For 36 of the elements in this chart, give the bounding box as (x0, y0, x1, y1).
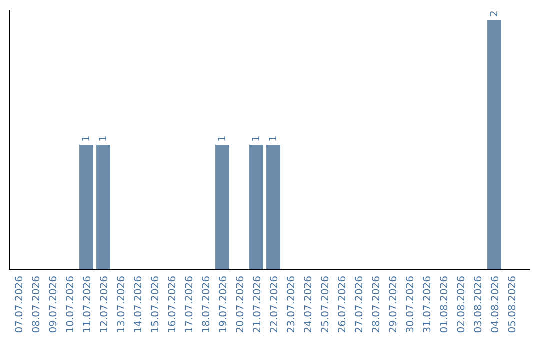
x-tick-label: 11.07.2026 (82, 276, 94, 334)
x-tick-label: 16.07.2026 (168, 276, 178, 334)
x-tick-label: 15.07.2026 (150, 276, 162, 334)
x-tick-label: 10.07.2026 (66, 276, 76, 334)
x-tick-label: 19.07.2026 (218, 276, 230, 334)
data-label: 1 (252, 136, 262, 142)
x-tick-label: 24.07.2026 (304, 276, 314, 334)
x-tick-label: 31.07.2026 (422, 276, 434, 334)
x-tick-label: 27.07.2026 (354, 276, 366, 334)
x-tick-label: 13.07.2026 (116, 276, 128, 334)
data-label: 1 (268, 136, 280, 142)
x-tick-label: 22.07.2026 (270, 276, 280, 334)
data-label: 2 (490, 10, 500, 17)
data-label: 1 (98, 136, 110, 142)
x-tick-label: 01.08.2026 (440, 276, 450, 334)
x-tick-label: 30.07.2026 (406, 276, 416, 334)
data-label: 1 (82, 136, 92, 142)
x-tick-label: 03.08.2026 (474, 276, 484, 334)
x-tick-label: 25.07.2026 (320, 276, 332, 334)
x-tick-label: 23.07.2026 (286, 276, 298, 334)
x-tick-label: 29.07.2026 (388, 276, 400, 334)
x-tick-label: 07.07.2026 (14, 276, 26, 334)
x-tick-label: 20.07.2026 (236, 276, 246, 334)
data-label: 1 (218, 136, 228, 142)
x-tick-label: 12.07.2026 (100, 276, 110, 334)
x-tick-label: 17.07.2026 (184, 276, 196, 334)
x-tick-label: 21.07.2026 (252, 276, 264, 334)
x-tick-label: 04.08.2026 (490, 276, 502, 334)
x-tick-label: 08.07.2026 (32, 276, 42, 334)
x-tick-label: 02.08.2026 (456, 276, 468, 334)
x-tick-label: 28.07.2026 (372, 276, 382, 334)
x-tick-label: 14.07.2026 (134, 276, 144, 334)
x-tick-label: 18.07.2026 (202, 276, 212, 334)
x-tick-label: 09.07.2026 (48, 276, 60, 334)
x-tick-label: 26.07.2026 (338, 276, 348, 334)
x-tick-label: 05.08.2026 (508, 276, 518, 334)
